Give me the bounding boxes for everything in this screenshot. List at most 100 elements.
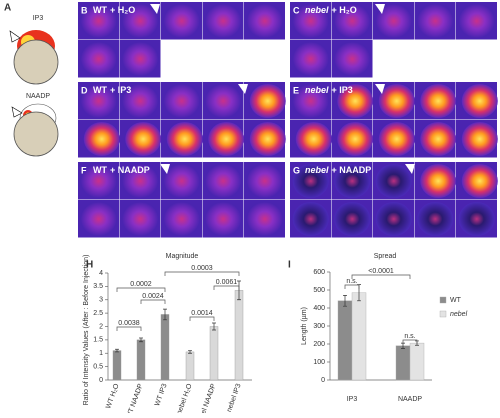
x-tick-label: WT H₂O bbox=[105, 382, 121, 409]
micrograph bbox=[420, 84, 457, 118]
micrograph bbox=[375, 4, 412, 38]
panel-label: H bbox=[86, 260, 93, 271]
caption: NAADP bbox=[26, 93, 50, 100]
significance-bracket bbox=[116, 287, 166, 292]
genotype: nebel bbox=[305, 165, 329, 175]
micrograph bbox=[334, 202, 371, 236]
micrograph bbox=[80, 164, 117, 198]
y-tick-label: 300 bbox=[313, 323, 325, 330]
micrograph bbox=[337, 122, 374, 156]
genotype: WT bbox=[93, 165, 107, 175]
y-tick-label: 0 bbox=[99, 377, 103, 384]
bar bbox=[112, 350, 122, 381]
y-tick-label: 3 bbox=[99, 297, 103, 304]
arrowhead bbox=[9, 30, 21, 43]
micrograph bbox=[461, 164, 498, 198]
p-value: n.s. bbox=[404, 333, 415, 340]
micrograph bbox=[83, 122, 120, 156]
micrograph bbox=[246, 202, 283, 236]
y-tick-label: 500 bbox=[313, 287, 325, 294]
y-tick-label: 400 bbox=[313, 305, 325, 312]
arrowhead bbox=[375, 84, 385, 94]
micrograph bbox=[122, 42, 159, 76]
p-value: <0.0001 bbox=[368, 268, 394, 275]
legend-label: WT bbox=[450, 297, 462, 304]
bar bbox=[395, 345, 411, 381]
bar bbox=[136, 339, 146, 381]
micrograph bbox=[461, 84, 498, 118]
y-tick-label: 600 bbox=[313, 269, 325, 276]
arrowhead bbox=[150, 4, 160, 14]
micrograph bbox=[420, 164, 457, 198]
bar bbox=[351, 292, 367, 381]
genotype: WT bbox=[93, 5, 107, 15]
error-bar bbox=[115, 348, 119, 353]
micrograph bbox=[163, 84, 200, 118]
panel-caption: WT + NAADP bbox=[93, 165, 150, 175]
caption: IP3 bbox=[33, 15, 44, 22]
x-tick-label: nebel NAADP bbox=[196, 383, 217, 413]
micrograph bbox=[122, 164, 159, 198]
error-bar bbox=[237, 280, 241, 301]
panel-label: F bbox=[81, 165, 87, 175]
panel-caption: WT + H₂O bbox=[93, 5, 135, 15]
legend-swatch bbox=[439, 296, 447, 304]
bar bbox=[185, 351, 195, 381]
panel-label: E bbox=[293, 85, 299, 95]
legend-swatch bbox=[439, 310, 447, 318]
micrograph bbox=[163, 202, 200, 236]
micrograph bbox=[458, 4, 495, 38]
micrograph bbox=[122, 84, 159, 118]
micrograph bbox=[417, 4, 454, 38]
micrograph bbox=[292, 84, 329, 118]
condition: + IP3 bbox=[110, 85, 131, 95]
micrograph bbox=[334, 42, 371, 76]
p-value: 0.0061 bbox=[216, 279, 238, 286]
error-bar bbox=[212, 322, 216, 331]
significance-bracket bbox=[351, 274, 411, 279]
panel-label: G bbox=[293, 165, 300, 175]
micrograph bbox=[205, 84, 242, 118]
x-tick-label: nebel H₂O bbox=[176, 382, 194, 413]
y-tick-label: 4 bbox=[99, 270, 103, 277]
micrograph bbox=[334, 164, 371, 198]
bar bbox=[209, 326, 219, 381]
micrograph bbox=[80, 84, 117, 118]
arrowhead bbox=[160, 164, 170, 174]
micrograph bbox=[420, 122, 457, 156]
micrograph bbox=[292, 164, 329, 198]
p-value: 0.0003 bbox=[191, 265, 213, 272]
error-bar bbox=[139, 337, 143, 343]
panel-caption: nebel + H₂O bbox=[305, 5, 357, 15]
micrograph bbox=[246, 164, 283, 198]
y-tick-label: 1.5 bbox=[93, 337, 103, 344]
micrograph bbox=[205, 4, 242, 38]
genotype: WT bbox=[93, 85, 107, 95]
micrograph bbox=[205, 164, 242, 198]
arrowhead bbox=[238, 84, 248, 94]
micrograph bbox=[378, 84, 415, 118]
error-bar bbox=[343, 295, 347, 307]
micrograph bbox=[208, 122, 245, 156]
significance-bracket bbox=[116, 326, 142, 331]
x-tick-label: WT IP3 bbox=[154, 383, 169, 407]
micrograph bbox=[249, 84, 286, 118]
condition: + H₂O bbox=[110, 5, 135, 15]
condition: + H₂O bbox=[332, 5, 357, 15]
y-tick-label: 3.5 bbox=[93, 283, 103, 290]
micrograph bbox=[292, 4, 329, 38]
significance-bracket bbox=[140, 299, 166, 304]
micrograph bbox=[295, 122, 332, 156]
y-tick-label: 1 bbox=[99, 350, 103, 357]
panel-label: I bbox=[288, 260, 291, 271]
arrowhead bbox=[375, 4, 385, 14]
micrograph bbox=[375, 202, 412, 236]
significance-bracket bbox=[189, 316, 215, 321]
panel-caption: WT + IP3 bbox=[93, 85, 131, 95]
arrowhead bbox=[405, 164, 415, 174]
legend-label: nebel bbox=[450, 311, 468, 318]
significance-bracket bbox=[402, 339, 418, 344]
micrograph bbox=[122, 4, 159, 38]
bar bbox=[234, 290, 244, 381]
p-value: 0.0014 bbox=[191, 310, 213, 317]
